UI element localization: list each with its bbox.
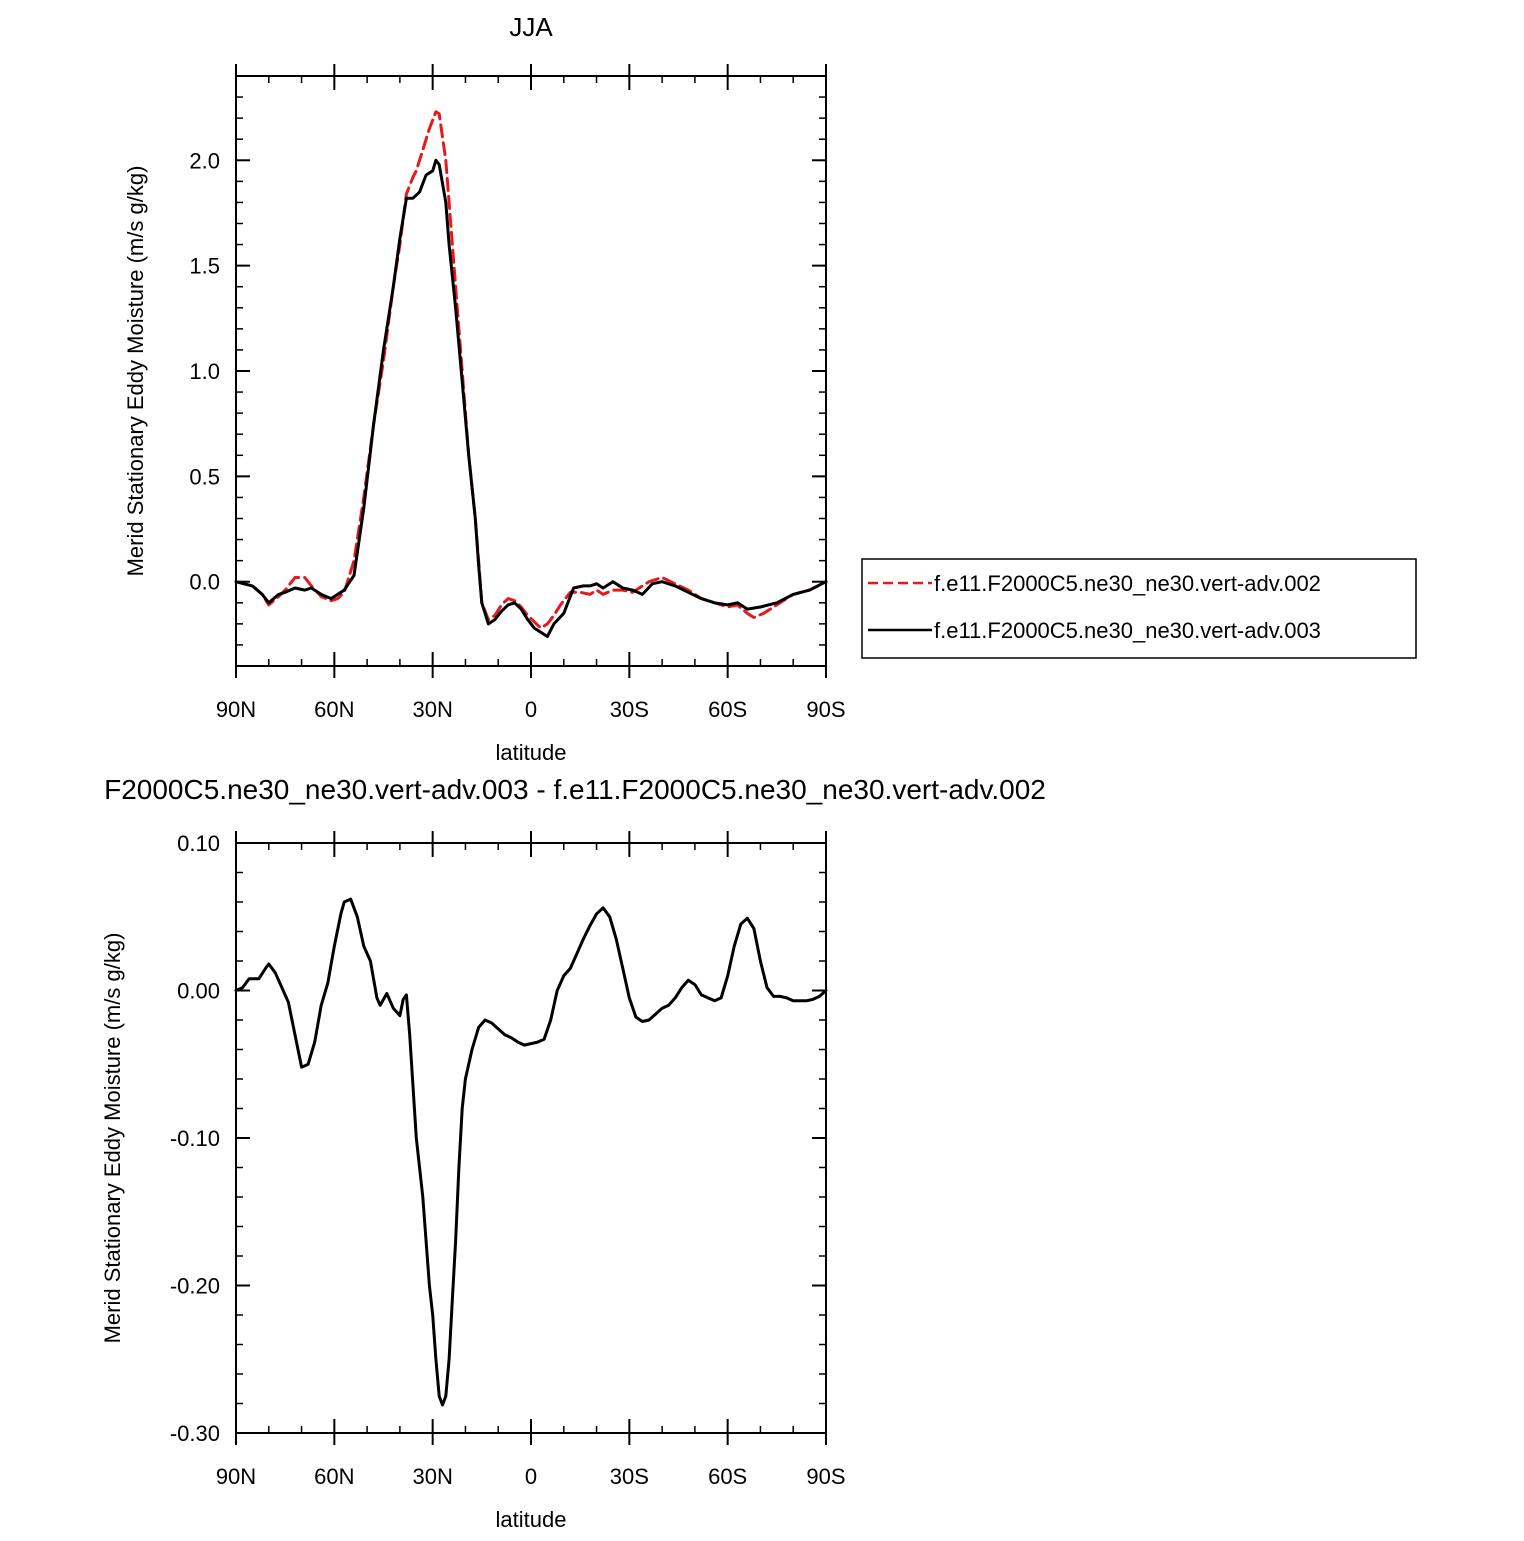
bottom-y-axis-label: Merid Stationary Eddy Moisture (m/s g/kg…: [100, 933, 125, 1344]
legend-label-2: f.e11.F2000C5.ne30_ne30.vert-adv.003: [934, 618, 1321, 643]
bottom-x-tick-label: 90S: [806, 1464, 845, 1489]
top-y-tick-label: 1.0: [189, 359, 220, 384]
top-x-axis-label: latitude: [496, 740, 567, 765]
bottom-x-tick-labels: 90N 60N 30N 0 30S 60S 90S: [216, 1464, 846, 1489]
bottom-series-line-1: [234, 897, 828, 1407]
top-y-tick-label: 2.0: [189, 148, 220, 173]
legend-box: [861, 558, 1417, 659]
top-x-tick-label: 60S: [708, 697, 747, 722]
bottom-x-axis-label: latitude: [496, 1507, 567, 1532]
bottom-x-tick-label: 60S: [708, 1464, 747, 1489]
top-x-tick-label: 90N: [216, 697, 256, 722]
bottom-x-tick-label: 30N: [412, 1464, 452, 1489]
bottom-x-tick-label: 60N: [314, 1464, 354, 1489]
top-series-line-2: [234, 158, 828, 638]
top-series-line-1: [234, 110, 828, 630]
bottom-y-tick-label: -0.20: [170, 1274, 220, 1299]
bottom-x-tick-label: 30S: [610, 1464, 649, 1489]
top-y-axis-label: Merid Stationary Eddy Moisture (m/s g/kg…: [123, 166, 148, 577]
bottom-y-tick-label: -0.30: [170, 1421, 220, 1446]
bottom-panel: F2000C5.ne30_ne30.vert-adv.003 - f.e11.F…: [100, 774, 1046, 1532]
top-panel: JJA 90N 60N 30N 0 30S 60S 90S 0.00.51.01.52.0 …: [123, 12, 1417, 765]
top-y-tick-label: 0.5: [189, 464, 220, 489]
top-x-tick-label: 30S: [610, 697, 649, 722]
bottom-y-tick-label: 0.10: [177, 831, 220, 856]
bottom-y-tick-label: 0.00: [177, 979, 220, 1004]
top-axis-ticks: [235, 64, 827, 678]
top-series-lines: [234, 110, 828, 638]
top-x-tick-labels: 90N 60N 30N 0 30S 60S 90S: [216, 697, 846, 722]
legend: f.e11.F2000C5.ne30_ne30.vert-adv.002 f.e…: [861, 558, 1417, 659]
top-x-tick-label: 90S: [806, 697, 845, 722]
top-y-tick-labels: 0.0 0.5 1.0 1.5 2.0: [189, 148, 220, 594]
top-y-tick-label: 0.0: [189, 570, 220, 595]
bottom-y-tick-labels: 0.10 0.00 -0.10 -0.20 -0.30: [170, 831, 220, 1446]
bottom-chart-title: F2000C5.ne30_ne30.vert-adv.003 - f.e11.F…: [104, 774, 1046, 805]
bottom-x-tick-label: 90N: [216, 1464, 256, 1489]
bottom-axis-ticks: [235, 831, 827, 1445]
top-x-tick-label: 30N: [412, 697, 452, 722]
bottom-series-lines: [234, 897, 828, 1407]
bottom-x-tick-label: 0: [525, 1464, 537, 1489]
top-x-tick-label: 0: [525, 697, 537, 722]
bottom-y-tick-label: -0.10: [170, 1126, 220, 1151]
top-y-tick-label: 1.5: [189, 254, 220, 279]
top-chart-title: JJA: [509, 12, 553, 42]
top-x-tick-label: 60N: [314, 697, 354, 722]
legend-label-1: f.e11.F2000C5.ne30_ne30.vert-adv.002: [934, 571, 1321, 596]
